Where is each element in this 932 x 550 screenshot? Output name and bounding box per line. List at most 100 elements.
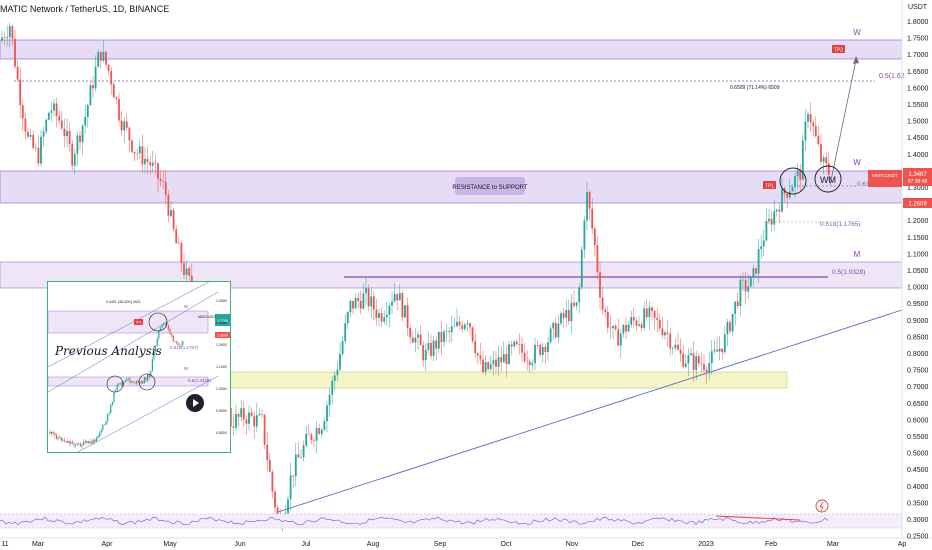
candle-body (6, 37, 9, 39)
inset-tick: 1.1000 (216, 365, 227, 369)
candle-body (81, 125, 84, 143)
candle-body (718, 348, 721, 352)
candle-body (814, 125, 817, 137)
candle-body (669, 333, 672, 349)
candle-body (320, 429, 323, 434)
candle-body (687, 355, 690, 364)
inset-tick: 0.8000 (216, 431, 227, 435)
inset-candle (119, 382, 121, 384)
rsi-panel (0, 514, 902, 528)
candle-body (432, 340, 435, 356)
candle-body (240, 408, 243, 417)
inset-candle (116, 384, 118, 391)
time-tick: Jun (234, 541, 245, 548)
price-tick: 1.7500 (907, 36, 929, 43)
price-tick: 0.4500 (907, 467, 929, 474)
inset-candle (52, 431, 54, 434)
candle-body (294, 454, 297, 477)
candle-body (440, 331, 443, 343)
candle-body (552, 322, 555, 329)
candle-body (560, 313, 562, 324)
candle-body (596, 245, 599, 273)
candle-body (534, 344, 536, 364)
inset-candle (92, 439, 94, 444)
resistance-label: RESISTANCE to SUPPORT (452, 185, 527, 191)
play-button[interactable] (186, 394, 204, 412)
candle-body (580, 249, 583, 288)
candle-body (484, 362, 487, 372)
candle-body (801, 140, 804, 180)
candle-body (388, 305, 391, 315)
candle-body (409, 328, 412, 338)
candle-body (518, 344, 521, 345)
previous-analysis-inset[interactable]: TP1 0.4421 (48.42%) 4421 0.618(1.1767) 0… (47, 281, 231, 453)
candle-body (664, 332, 666, 336)
candle-body (760, 246, 763, 250)
inset-candle (153, 351, 155, 360)
price-tick: 0.5000 (907, 451, 929, 458)
candle-body (695, 356, 698, 370)
time-tick: Oct (501, 541, 512, 548)
candle-body (500, 357, 503, 363)
inset-chart: TP1 0.4421 (48.42%) 4421 0.618(1.1767) 0… (48, 282, 230, 452)
candle-body (375, 309, 378, 318)
candle-body (326, 405, 328, 422)
inset-candle (135, 380, 137, 384)
candle-body (708, 363, 711, 373)
candle-body (1, 37, 3, 41)
candle-body (544, 346, 547, 352)
inset-candle (62, 439, 64, 441)
inset-candle (51, 431, 53, 434)
price-tick: 0.8000 (907, 351, 929, 358)
inset-candle (177, 342, 179, 346)
candle-body (185, 268, 188, 276)
inset-candle (139, 381, 141, 384)
candle-body (453, 326, 456, 327)
inset-candle (137, 380, 139, 382)
candle-body (747, 286, 750, 292)
candle-body (97, 51, 100, 67)
inset-candle (99, 432, 101, 437)
candle-body (297, 454, 300, 458)
price-tick: 1.1500 (907, 235, 929, 242)
candle-body (726, 322, 729, 335)
candle-body (682, 353, 685, 367)
level-price: 1.2609 (908, 202, 927, 208)
candle-body (794, 176, 796, 187)
resistance-label-box (455, 177, 525, 195)
candle-body (752, 268, 755, 277)
time-tick: Ap (898, 541, 907, 548)
inset-candle (71, 441, 73, 444)
candle-body (430, 342, 432, 356)
candle-body (149, 162, 152, 166)
candle-body (549, 328, 552, 343)
candle-body (47, 112, 50, 120)
flash-icon[interactable] (815, 499, 829, 513)
inset-candle (81, 445, 83, 447)
candle-body (721, 348, 724, 353)
candle-body (268, 459, 271, 472)
candle-body (515, 341, 518, 345)
candles (1, 22, 830, 532)
fib-05-label: 0.5(1.0328) (832, 269, 865, 276)
inset-trend-3 (48, 282, 210, 368)
countdown: 07:38:48 (908, 179, 928, 185)
candle-body (768, 218, 770, 222)
fib-top-label: 0.5(1.62 (879, 73, 905, 80)
inset-candle (95, 438, 97, 442)
candle-body (159, 178, 162, 182)
candle-body (536, 344, 539, 346)
candle-body (762, 240, 765, 247)
candle-body (144, 159, 146, 165)
inset-candle (140, 381, 142, 384)
inset-candle (158, 330, 160, 339)
candle-body (492, 359, 495, 365)
candle-body (367, 288, 370, 307)
candle-body (188, 268, 191, 276)
candle-body (734, 301, 737, 314)
inset-fib-05: 0.5(1.0328) (188, 378, 212, 383)
inset-tag-box (215, 314, 230, 326)
inset-candle (172, 335, 174, 342)
inset-candle (113, 391, 115, 403)
